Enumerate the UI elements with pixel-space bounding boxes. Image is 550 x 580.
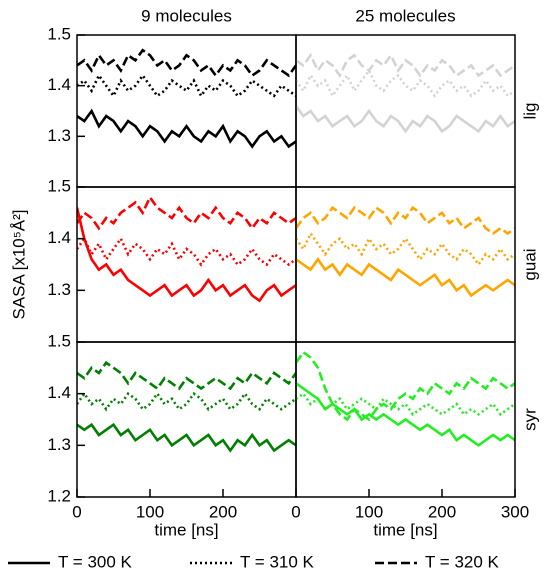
series-line [296,105,515,134]
y-tick-label: 1.4 [47,228,71,247]
series-line [77,207,296,303]
series-line [296,391,515,417]
series-line [77,194,296,231]
y-tick-label: 1.4 [47,383,71,402]
legend-label: T = 300 K [58,552,133,571]
series-line [77,360,296,391]
series-line [77,108,296,149]
x-tick-label: 300 [501,502,529,521]
panel-frame [295,341,516,498]
panel-frame [76,34,297,188]
series-line [77,236,296,267]
series-line [77,72,296,99]
series-line [77,422,296,453]
series-line [296,67,515,99]
row-label: syr [520,408,539,431]
x-tick-label: 100 [136,502,164,521]
series-line [296,52,515,79]
x-tick-label: 0 [291,502,300,521]
panel-frame [76,186,297,343]
panel-title: 9 molecules [141,6,232,25]
panel-frame [295,186,516,343]
series-line [296,205,515,236]
series-line [296,230,515,267]
y-tick-label: 1.2 [47,486,71,505]
y-tick-label: 1.4 [47,75,71,94]
x-axis-label: time [ns] [154,520,218,539]
x-axis-label: time [ns] [373,520,437,539]
series-line [296,350,515,422]
panel-frame [295,34,516,188]
y-tick-label: 1.5 [47,176,71,195]
x-tick-label: 200 [428,502,456,521]
series-line [296,257,515,298]
y-tick-label: 1.3 [47,280,71,299]
legend-label: T = 320 K [425,552,500,571]
panel-title: 25 molecules [355,6,455,25]
y-axis-label: SASA [x10⁵Å²] [9,209,28,319]
y-tick-label: 1.3 [47,126,71,145]
row-label: guai [520,248,539,280]
row-label: lig [520,102,539,119]
y-tick-label: 1.3 [47,435,71,454]
x-tick-label: 100 [355,502,383,521]
x-tick-label: 200 [209,502,237,521]
x-tick-label: 0 [72,502,81,521]
y-tick-label: 1.5 [47,331,71,350]
series-line [77,48,296,78]
legend-label: T = 310 K [240,552,315,571]
series-line [77,391,296,412]
y-tick-label: 1.5 [47,24,71,43]
